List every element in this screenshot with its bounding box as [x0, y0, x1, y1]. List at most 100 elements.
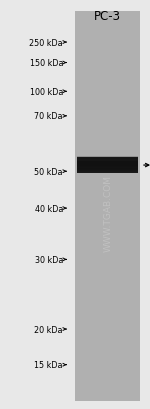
Bar: [130, 158, 131, 173]
Bar: [94, 158, 95, 173]
Bar: [110, 158, 111, 173]
Bar: [76, 161, 138, 162]
Bar: [76, 157, 138, 158]
Bar: [76, 172, 138, 173]
Bar: [76, 166, 138, 168]
Bar: [76, 169, 138, 170]
Bar: [86, 158, 87, 173]
Bar: [109, 158, 110, 173]
Text: WWW.TGAB.COM: WWW.TGAB.COM: [103, 174, 112, 251]
Bar: [76, 159, 138, 160]
Bar: [80, 158, 81, 173]
Bar: [84, 158, 85, 173]
Bar: [118, 158, 119, 173]
Bar: [136, 158, 137, 173]
Bar: [78, 158, 79, 173]
Bar: [103, 158, 104, 173]
Bar: [76, 164, 138, 165]
Bar: [92, 158, 93, 173]
Bar: [76, 170, 138, 171]
Bar: [129, 158, 130, 173]
Bar: [113, 158, 114, 173]
Bar: [76, 163, 138, 164]
Bar: [87, 158, 88, 173]
Bar: [135, 158, 136, 173]
Bar: [133, 158, 134, 173]
Bar: [121, 158, 122, 173]
Bar: [79, 158, 80, 173]
Bar: [128, 158, 129, 173]
Text: 30 kDa: 30 kDa: [35, 255, 63, 264]
Bar: [76, 160, 138, 161]
Bar: [76, 162, 138, 163]
Bar: [76, 171, 138, 172]
Bar: [95, 158, 96, 173]
Bar: [76, 165, 138, 166]
Bar: [134, 158, 135, 173]
Text: 20 kDa: 20 kDa: [34, 325, 63, 334]
Bar: [101, 158, 102, 173]
Bar: [111, 158, 112, 173]
Bar: [132, 158, 133, 173]
Text: 250 kDa: 250 kDa: [29, 38, 63, 47]
Bar: [107, 158, 108, 173]
Bar: [104, 158, 105, 173]
Bar: [97, 158, 98, 173]
Bar: [75, 12, 140, 401]
Text: 100 kDa: 100 kDa: [30, 88, 63, 97]
Bar: [137, 158, 138, 173]
Bar: [81, 158, 82, 173]
Bar: [105, 158, 106, 173]
Bar: [76, 168, 138, 169]
Bar: [76, 161, 138, 162]
Bar: [76, 170, 138, 171]
Text: 70 kDa: 70 kDa: [34, 112, 63, 121]
Bar: [76, 159, 138, 160]
Bar: [122, 158, 123, 173]
Bar: [125, 158, 126, 173]
Bar: [76, 158, 138, 159]
Bar: [115, 158, 116, 173]
Bar: [83, 158, 84, 173]
Bar: [88, 158, 89, 173]
Bar: [89, 158, 90, 173]
Bar: [76, 168, 138, 169]
Bar: [120, 158, 121, 173]
Text: 150 kDa: 150 kDa: [30, 59, 63, 68]
Bar: [76, 169, 138, 170]
Bar: [96, 158, 97, 173]
Bar: [76, 166, 138, 167]
Bar: [117, 158, 118, 173]
Bar: [112, 158, 113, 173]
Bar: [98, 158, 99, 173]
Bar: [76, 171, 138, 172]
Bar: [76, 167, 138, 168]
Bar: [116, 158, 117, 173]
Bar: [76, 164, 138, 165]
Bar: [131, 158, 132, 173]
Bar: [82, 158, 83, 173]
Bar: [91, 158, 92, 173]
Bar: [76, 160, 138, 161]
Bar: [76, 157, 138, 158]
Text: 50 kDa: 50 kDa: [34, 167, 63, 176]
Text: 40 kDa: 40 kDa: [35, 204, 63, 213]
Bar: [90, 158, 91, 173]
Bar: [108, 158, 109, 173]
Bar: [77, 158, 78, 173]
Text: PC-3: PC-3: [94, 10, 121, 23]
Bar: [76, 163, 138, 164]
Bar: [114, 158, 115, 173]
Bar: [106, 158, 107, 173]
Bar: [93, 158, 94, 173]
Bar: [85, 158, 86, 173]
Text: 15 kDa: 15 kDa: [34, 360, 63, 369]
Bar: [99, 158, 100, 173]
Bar: [119, 158, 120, 173]
Bar: [127, 158, 128, 173]
Bar: [76, 162, 138, 163]
Bar: [100, 158, 101, 173]
Bar: [102, 158, 103, 173]
Bar: [76, 158, 77, 173]
Bar: [123, 158, 124, 173]
